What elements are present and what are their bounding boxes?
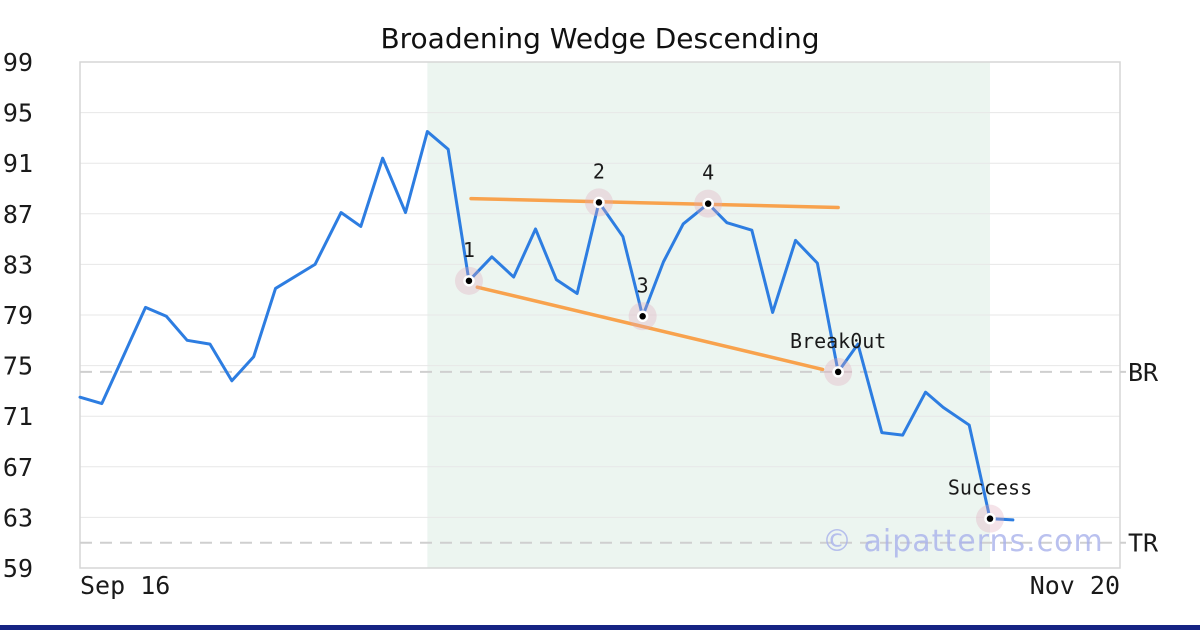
marker-label: Success bbox=[948, 476, 1032, 500]
y-tick-label: 91 bbox=[3, 149, 33, 178]
marker-label: 2 bbox=[593, 159, 605, 183]
chart-title: Broadening Wedge Descending bbox=[380, 22, 820, 55]
y-tick-label: 75 bbox=[3, 352, 33, 381]
marker-label: Break0ut bbox=[790, 329, 886, 353]
marker-dot bbox=[593, 196, 605, 209]
y-tick-label: 59 bbox=[3, 554, 33, 583]
x-tick-label: Sep 16 bbox=[80, 571, 170, 600]
trendline-lower bbox=[475, 285, 825, 372]
plot-border bbox=[79, 61, 1121, 569]
y-tick-label: 71 bbox=[3, 402, 33, 431]
y-tick-label: 63 bbox=[3, 503, 33, 532]
y-tick-label: 67 bbox=[3, 453, 33, 482]
marker-dot bbox=[463, 275, 475, 287]
marker-dot bbox=[984, 512, 996, 525]
x-tick-label: Nov 20 bbox=[1030, 571, 1120, 600]
marker-dot bbox=[636, 310, 649, 323]
level-label-tr: TR bbox=[1128, 529, 1159, 558]
marker-dot bbox=[702, 197, 714, 210]
price-line bbox=[78, 130, 1015, 522]
marker-label: 1 bbox=[463, 238, 475, 262]
marker-dot bbox=[832, 366, 844, 378]
y-tick-label: 99 bbox=[3, 48, 33, 77]
trendline-upper bbox=[469, 196, 840, 210]
bottom-accent-bar bbox=[0, 625, 1200, 630]
y-tick-label: 79 bbox=[3, 301, 33, 330]
y-tick-label: 87 bbox=[3, 200, 33, 229]
marker-label: 3 bbox=[637, 273, 649, 297]
level-label-br: BR bbox=[1128, 358, 1159, 387]
y-tick-label: 83 bbox=[3, 250, 33, 279]
y-tick-label: 95 bbox=[3, 99, 33, 128]
marker-label: 4 bbox=[702, 161, 714, 185]
